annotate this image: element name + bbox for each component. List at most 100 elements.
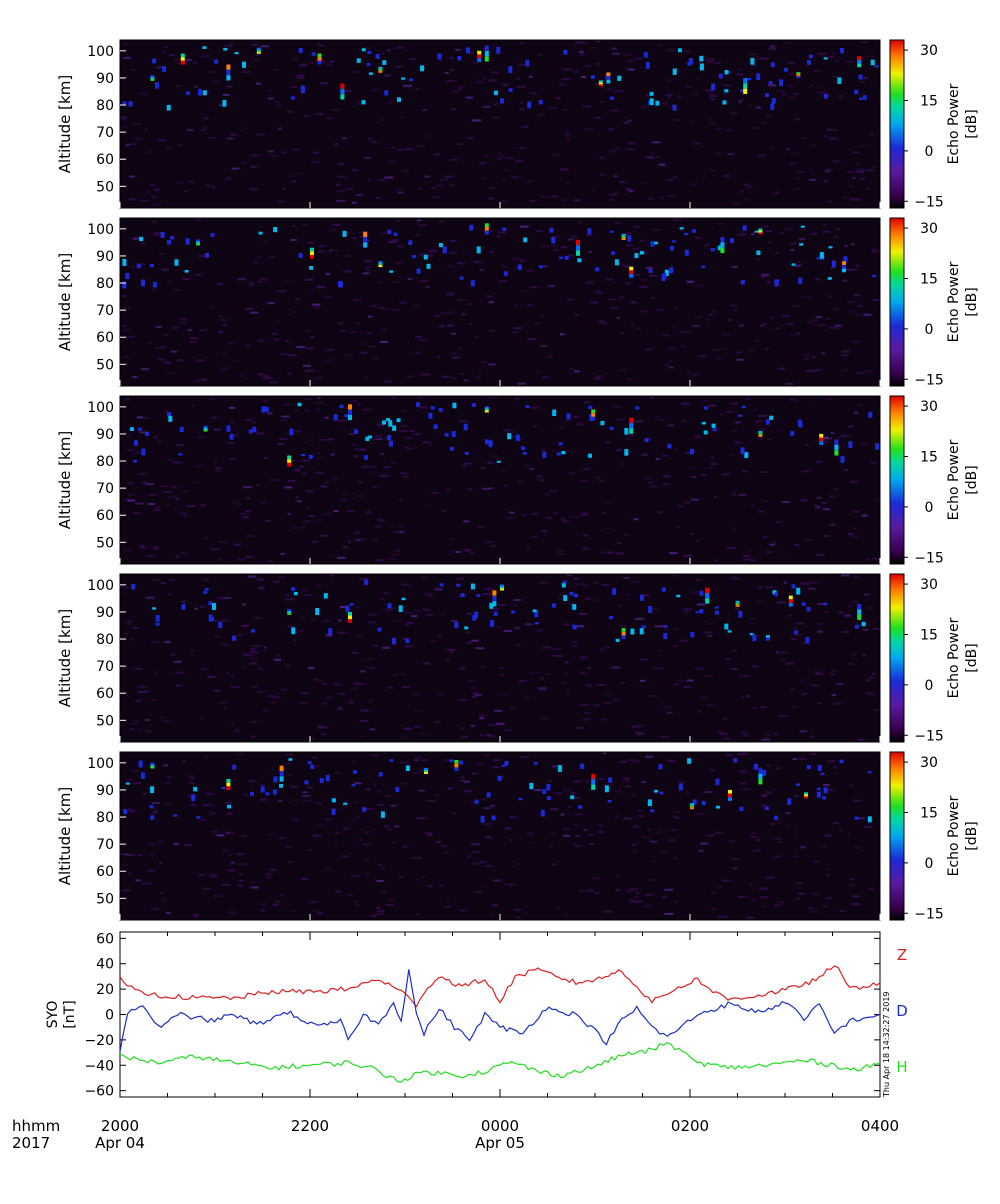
y-tick-label: 50 bbox=[96, 713, 114, 729]
echo-mark bbox=[728, 793, 732, 798]
y-tick-label: 90 bbox=[96, 71, 114, 87]
colorbar-label: Echo Power bbox=[946, 795, 962, 876]
colorbar-tick-label: −15 bbox=[914, 194, 944, 210]
series-line-D bbox=[119, 969, 881, 1052]
line-plot-frame bbox=[119, 931, 881, 1098]
echo-mark bbox=[492, 601, 497, 607]
echo-mark bbox=[629, 417, 634, 424]
colorbar bbox=[889, 573, 905, 743]
colorbar-tick-label: 15 bbox=[920, 627, 938, 643]
echo-mark bbox=[606, 76, 611, 80]
heatmap-background bbox=[120, 218, 880, 386]
y-tick-label: 70 bbox=[96, 125, 114, 141]
y-tick-label: −60 bbox=[84, 1084, 114, 1100]
echo-mark bbox=[819, 441, 824, 445]
echo-mark bbox=[150, 764, 155, 767]
echo-mark bbox=[720, 247, 725, 254]
y-tick-label: 0 bbox=[105, 1008, 114, 1024]
echo-mark bbox=[591, 413, 596, 417]
echo-mark bbox=[256, 47, 261, 50]
echo-mark bbox=[378, 70, 383, 73]
echo-mark bbox=[591, 409, 596, 414]
echo-mark bbox=[317, 57, 322, 61]
heatmap-noise bbox=[120, 574, 881, 741]
echo-mark bbox=[150, 766, 155, 769]
y-tick-label: 60 bbox=[96, 152, 114, 168]
echo-mark bbox=[804, 792, 808, 795]
y-tick-label: 90 bbox=[96, 783, 114, 799]
time-tick-label: 0400 bbox=[861, 1117, 899, 1135]
echo-mark bbox=[378, 68, 383, 71]
colorbar-tick-label: 0 bbox=[925, 144, 934, 160]
echo-mark bbox=[606, 72, 611, 77]
echo-mark bbox=[629, 270, 634, 275]
echo-mark bbox=[621, 238, 626, 240]
echo-mark bbox=[378, 263, 383, 266]
y-tick-label: 100 bbox=[87, 44, 114, 60]
y-axis-unit: [nT] bbox=[62, 1000, 78, 1028]
echo-mark bbox=[203, 429, 208, 432]
echo-mark bbox=[484, 408, 489, 411]
echo-mark bbox=[629, 266, 634, 271]
colorbar-tick-label: 30 bbox=[920, 399, 938, 415]
echo-mark bbox=[591, 784, 596, 790]
echo-mark bbox=[340, 88, 345, 95]
colorbar-tick-label: 15 bbox=[920, 805, 938, 821]
echo-mark bbox=[454, 767, 459, 772]
heatmap-background bbox=[120, 40, 880, 208]
y-axis-label: Altitude [km] bbox=[56, 787, 74, 885]
colorbar-unit: [dB] bbox=[964, 465, 980, 494]
y-tick-label: 50 bbox=[96, 891, 114, 907]
echo-mark bbox=[576, 250, 580, 256]
y-axis-label: Altitude [km] bbox=[56, 253, 74, 351]
colorbar-label: Echo Power bbox=[946, 439, 962, 520]
y-tick-label: 80 bbox=[96, 276, 114, 292]
echo-mark bbox=[492, 595, 497, 601]
echo-mark bbox=[287, 455, 292, 460]
echo-mark bbox=[363, 237, 368, 243]
heatmap-background bbox=[120, 574, 880, 742]
echo-mark bbox=[500, 588, 504, 591]
y-tick-label: −40 bbox=[84, 1058, 114, 1074]
echo-mark bbox=[484, 223, 489, 227]
echo-mark bbox=[287, 608, 292, 611]
colorbar-tick-label: −15 bbox=[914, 372, 944, 388]
echo-mark bbox=[180, 60, 185, 65]
date-tick-label: Apr 05 bbox=[475, 1134, 525, 1152]
echo-mark bbox=[819, 437, 824, 442]
echo-mark bbox=[226, 779, 231, 783]
y-tick-label: 70 bbox=[96, 837, 114, 853]
echo-mark bbox=[348, 414, 352, 421]
echo-mark bbox=[484, 50, 489, 57]
echo-mark bbox=[256, 49, 261, 52]
echo-mark bbox=[477, 50, 482, 55]
echo-mark bbox=[310, 251, 314, 256]
echo-mark bbox=[758, 773, 763, 779]
echo-mark bbox=[310, 247, 314, 252]
echo-mark bbox=[857, 63, 862, 68]
y-tick-label: 100 bbox=[87, 756, 114, 772]
echo-mark bbox=[758, 230, 763, 233]
colorbar bbox=[889, 217, 905, 387]
echo-mark bbox=[857, 56, 862, 60]
echo-mark bbox=[150, 762, 155, 765]
y-tick-label: 90 bbox=[96, 249, 114, 265]
echo-mark bbox=[378, 265, 383, 268]
echo-mark bbox=[796, 72, 801, 75]
echo-mark bbox=[348, 619, 352, 623]
colorbar-label: Echo Power bbox=[946, 83, 962, 164]
y-axis-label: Altitude [km] bbox=[56, 75, 74, 173]
legend-label-D: D bbox=[896, 1002, 908, 1020]
echo-mark bbox=[857, 59, 862, 64]
legend-label-Z: Z bbox=[897, 946, 907, 964]
echo-mark bbox=[150, 78, 155, 81]
echo-mark bbox=[621, 628, 626, 632]
echo-mark bbox=[621, 234, 626, 236]
echo-mark bbox=[180, 57, 185, 61]
y-tick-label: 60 bbox=[96, 686, 114, 702]
colorbar bbox=[889, 751, 905, 921]
echo-mark bbox=[758, 768, 763, 774]
y-tick-label: 50 bbox=[96, 179, 114, 195]
echo-mark bbox=[203, 427, 208, 430]
